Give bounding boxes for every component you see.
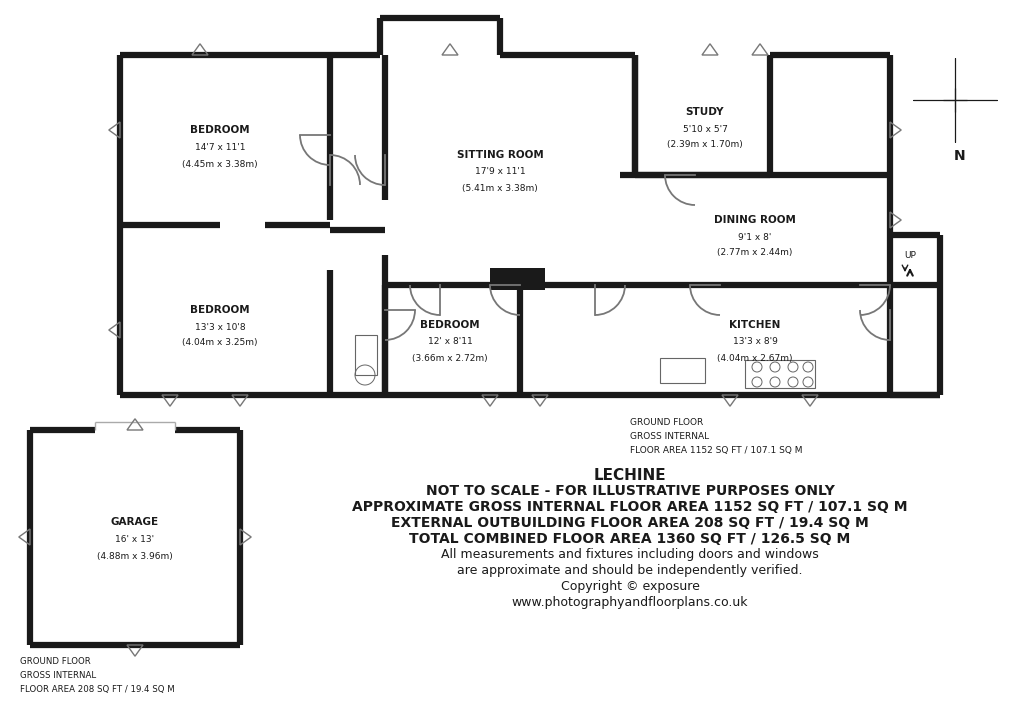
Text: (2.77m x 2.44m): (2.77m x 2.44m) xyxy=(718,248,793,258)
Bar xyxy=(355,335,377,375)
Text: UP: UP xyxy=(904,251,915,259)
Text: EXTERNAL OUTBUILDING FLOOR AREA 208 SQ FT / 19.4 SQ M: EXTERNAL OUTBUILDING FLOOR AREA 208 SQ F… xyxy=(391,516,869,530)
Text: are approximate and should be independently verified.: are approximate and should be independen… xyxy=(458,564,803,577)
Text: SITTING ROOM: SITTING ROOM xyxy=(457,150,544,160)
Text: TOTAL COMBINED FLOOR AREA 1360 SQ FT / 126.5 SQ M: TOTAL COMBINED FLOOR AREA 1360 SQ FT / 1… xyxy=(410,532,851,546)
Text: 5'10 x 5'7: 5'10 x 5'7 xyxy=(683,125,727,133)
Text: (4.45m x 3.38m): (4.45m x 3.38m) xyxy=(182,159,258,169)
Text: APPROXIMATE GROSS INTERNAL FLOOR AREA 1152 SQ FT / 107.1 SQ M: APPROXIMATE GROSS INTERNAL FLOOR AREA 11… xyxy=(352,500,907,514)
Text: FLOOR AREA 1152 SQ FT / 107.1 SQ M: FLOOR AREA 1152 SQ FT / 107.1 SQ M xyxy=(630,446,803,455)
Bar xyxy=(490,268,545,290)
Text: 14'7 x 11'1: 14'7 x 11'1 xyxy=(195,143,246,153)
Text: GROSS INTERNAL: GROSS INTERNAL xyxy=(20,671,96,680)
Text: 13'3 x 8'9: 13'3 x 8'9 xyxy=(732,337,777,347)
Bar xyxy=(745,360,815,388)
Text: 12' x 8'11: 12' x 8'11 xyxy=(428,337,472,347)
Text: 13'3 x 10'8: 13'3 x 10'8 xyxy=(195,322,246,332)
Text: GROUND FLOOR: GROUND FLOOR xyxy=(630,418,703,427)
Text: KITCHEN: KITCHEN xyxy=(729,320,780,330)
Text: (5.41m x 3.38m): (5.41m x 3.38m) xyxy=(462,183,538,193)
Text: BEDROOM: BEDROOM xyxy=(420,320,480,330)
Text: (3.66m x 2.72m): (3.66m x 2.72m) xyxy=(413,353,487,363)
Text: www.photographyandfloorplans.co.uk: www.photographyandfloorplans.co.uk xyxy=(512,596,749,609)
Text: STUDY: STUDY xyxy=(686,107,724,117)
Text: GROUND FLOOR: GROUND FLOOR xyxy=(20,657,91,666)
Text: GROSS INTERNAL: GROSS INTERNAL xyxy=(630,432,710,441)
Text: 16' x 13': 16' x 13' xyxy=(116,536,155,544)
Text: (2.39m x 1.70m): (2.39m x 1.70m) xyxy=(667,140,742,149)
Text: (4.04m x 3.25m): (4.04m x 3.25m) xyxy=(182,339,258,348)
Text: (4.88m x 3.96m): (4.88m x 3.96m) xyxy=(97,552,173,560)
Text: (4.04m x 2.67m): (4.04m x 2.67m) xyxy=(717,353,793,363)
Text: Copyright © exposure: Copyright © exposure xyxy=(560,580,699,593)
Bar xyxy=(660,358,705,383)
Text: 9'1 x 8': 9'1 x 8' xyxy=(738,232,772,242)
Text: N: N xyxy=(954,149,966,163)
Text: LECHINE: LECHINE xyxy=(594,468,667,483)
Text: All measurements and fixtures including doors and windows: All measurements and fixtures including … xyxy=(441,548,819,561)
Text: BEDROOM: BEDROOM xyxy=(190,305,250,315)
Text: DINING ROOM: DINING ROOM xyxy=(714,215,796,225)
Text: 17'9 x 11'1: 17'9 x 11'1 xyxy=(475,167,525,177)
Text: NOT TO SCALE - FOR ILLUSTRATIVE PURPOSES ONLY: NOT TO SCALE - FOR ILLUSTRATIVE PURPOSES… xyxy=(426,484,835,498)
Text: FLOOR AREA 208 SQ FT / 19.4 SQ M: FLOOR AREA 208 SQ FT / 19.4 SQ M xyxy=(20,685,175,694)
Text: GARAGE: GARAGE xyxy=(111,517,159,527)
Text: BEDROOM: BEDROOM xyxy=(190,125,250,135)
